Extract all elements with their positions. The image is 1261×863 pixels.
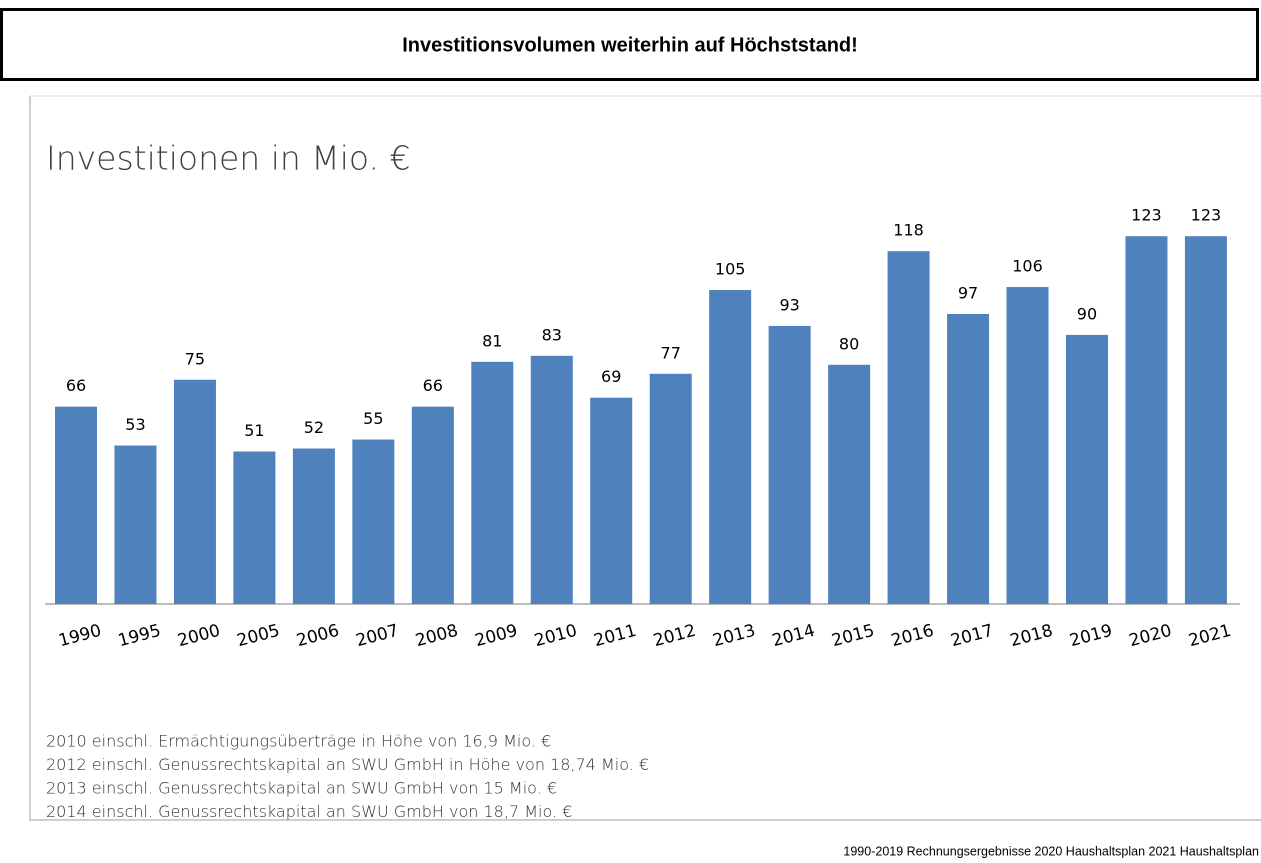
x-tick-label: 2008 [413,621,460,652]
x-tick-label: 2020 [1127,621,1174,652]
bar [1065,334,1108,604]
value-label: 52 [304,418,324,437]
x-tick-label: 2012 [651,621,698,652]
note: 2010 einschl. Ermächtigungsüberträge in … [46,732,551,751]
value-label: 118 [893,221,924,240]
value-label: 69 [601,367,621,386]
x-tick-label: 2015 [830,621,877,652]
x-tick-label: 2013 [711,621,758,652]
value-label: 106 [1012,257,1043,276]
x-tick-label: 2005 [235,621,282,652]
x-tick-label: 1995 [116,621,163,652]
value-label: 75 [185,349,205,368]
bar [352,439,395,604]
header-box [0,8,1259,81]
value-label: 80 [839,334,859,353]
x-tick-label: 2014 [770,621,817,652]
bar [292,448,335,604]
header-title: Investitionsvolumen weiterhin auf Höchst… [402,34,858,56]
chart-frame [29,96,1261,821]
x-tick-label: 2007 [354,621,401,652]
source: 1990-2019 Rechnungsergebnisse 2020 Haush… [843,844,1259,858]
bar [114,445,157,604]
value-label: 53 [125,415,145,434]
bar [828,364,871,604]
bar [709,290,752,604]
bar [947,313,990,604]
value-label: 90 [1077,304,1097,323]
value-label: 97 [958,283,978,302]
value-label: 77 [661,343,681,362]
x-tick-label: 2006 [294,621,341,652]
x-tick-label: 2016 [889,621,936,652]
note: 2013 einschl. Genussrechtskapital an SWU… [46,779,557,798]
value-label: 81 [482,331,502,350]
bar [411,406,454,604]
x-tick-label: 1990 [57,621,104,652]
bar [471,361,514,604]
x-tick-label: 2011 [592,621,639,652]
x-tick-label: 2019 [1068,621,1115,652]
value-label: 51 [244,421,264,440]
value-label: 105 [715,260,746,279]
note: 2014 einschl. Genussrechtskapital an SWU… [46,802,572,821]
bar [590,397,633,604]
x-tick-label: 2017 [949,621,996,652]
value-label: 83 [542,325,562,344]
bar [649,373,692,604]
bar [1006,287,1049,604]
value-label: 123 [1191,206,1222,225]
bar [55,406,97,604]
bar [233,451,276,604]
chart-title: Investitionen in Mio. € [46,139,411,178]
bar [173,379,216,604]
value-label: 55 [363,409,383,428]
note: 2012 einschl. Genussrechtskapital an SWU… [46,755,649,774]
x-tick-label: 2021 [1186,621,1233,652]
x-tick-label: 2018 [1008,621,1055,652]
bar [1125,236,1168,605]
value-label: 123 [1131,206,1162,225]
x-tick-label: 2010 [532,621,579,652]
bar [1184,236,1227,605]
bar [530,355,573,604]
value-label: 66 [423,376,443,395]
value-label: 66 [66,376,86,395]
x-tick-label: 2009 [473,621,520,652]
value-label: 93 [779,295,799,314]
bar [768,325,811,604]
x-tick-label: 2000 [175,621,222,652]
bar [887,251,930,604]
